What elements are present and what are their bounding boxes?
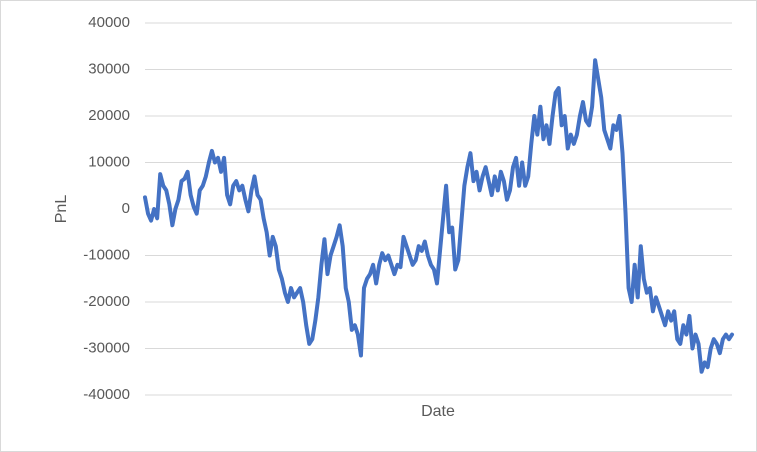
y-tick-label: 40000 <box>88 14 130 31</box>
y-axis-label: PnL <box>53 195 70 224</box>
y-tick-label: -20000 <box>83 293 130 310</box>
y-tick-label: -10000 <box>83 246 130 263</box>
pnl-line <box>143 58 734 374</box>
y-tick-label: 0 <box>122 200 130 217</box>
y-tick-label: 20000 <box>88 107 130 124</box>
y-tick-label: -30000 <box>83 339 130 356</box>
y-tick-label: 10000 <box>88 153 130 170</box>
x-axis-label: Date <box>421 403 455 420</box>
y-tick-label: 30000 <box>88 60 130 77</box>
y-tick-label: -40000 <box>83 386 130 403</box>
